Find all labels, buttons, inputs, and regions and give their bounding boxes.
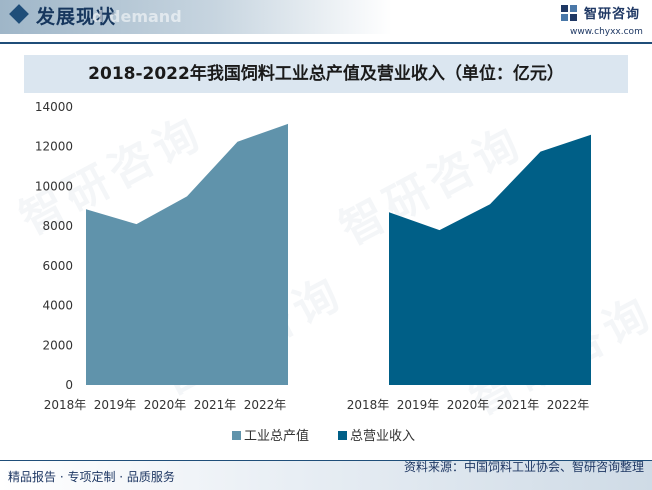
footer-slogan: 精品报告 · 专项定制 · 品质服务: [8, 470, 175, 484]
x-tick-label: 2020年: [144, 398, 187, 412]
footer-bar: [0, 461, 652, 490]
brand-name: 智研咨询: [584, 7, 641, 22]
header-ghost-text: d demand: [92, 7, 182, 26]
y-tick-label: 4000: [42, 299, 73, 313]
y-tick-label: 10000: [35, 179, 73, 193]
x-tick-label: 2021年: [194, 398, 237, 412]
page-header: 发展现状 d demand 智研咨询 www.chyxx.com: [0, 0, 652, 44]
legend-label: 总营业收入: [350, 429, 415, 444]
header-banner: [0, 0, 392, 34]
section-title: 发展现状: [36, 6, 117, 28]
chart-title-band: [24, 55, 628, 93]
header-divider: [0, 42, 652, 44]
legend-swatch: [232, 431, 241, 440]
area-series-1: [86, 123, 288, 385]
data-source: 资料来源：中国饲料工业协会、智研咨询整理: [403, 460, 644, 474]
legend-swatch: [338, 431, 347, 440]
x-tick-label: 2019年: [94, 398, 137, 412]
y-tick-label: 6000: [42, 259, 73, 273]
x-tick-label: 2020年: [447, 398, 490, 412]
brand-url: www.chyxx.com: [570, 27, 643, 37]
y-tick-label: 2000: [42, 338, 73, 352]
brand-logo-icon: [561, 5, 577, 21]
area-series-2: [389, 134, 591, 385]
footer-divider: [0, 460, 652, 461]
x-tick-label: 2022年: [547, 398, 590, 412]
y-tick-label: 12000: [35, 140, 73, 154]
legend-label: 工业总产值: [244, 428, 309, 444]
x-tick-label: 2018年: [44, 398, 87, 412]
area-chart: 0 2000 4000 6000 8000 10000 12000 14000 2018年 20…: [35, 100, 592, 444]
x-tick-label: 2021年: [497, 398, 540, 412]
y-tick-label: 14000: [35, 100, 73, 114]
y-tick-label: 8000: [42, 219, 73, 233]
y-tick-label: 0: [65, 378, 73, 392]
x-tick-label: 2019年: [397, 398, 440, 412]
chart-title: 2018-2022年我国饲料工业总产值及营业收入（单位：亿元）: [88, 64, 564, 84]
x-tick-label: 2018年: [347, 398, 390, 412]
x-tick-label: 2022年: [244, 398, 287, 412]
